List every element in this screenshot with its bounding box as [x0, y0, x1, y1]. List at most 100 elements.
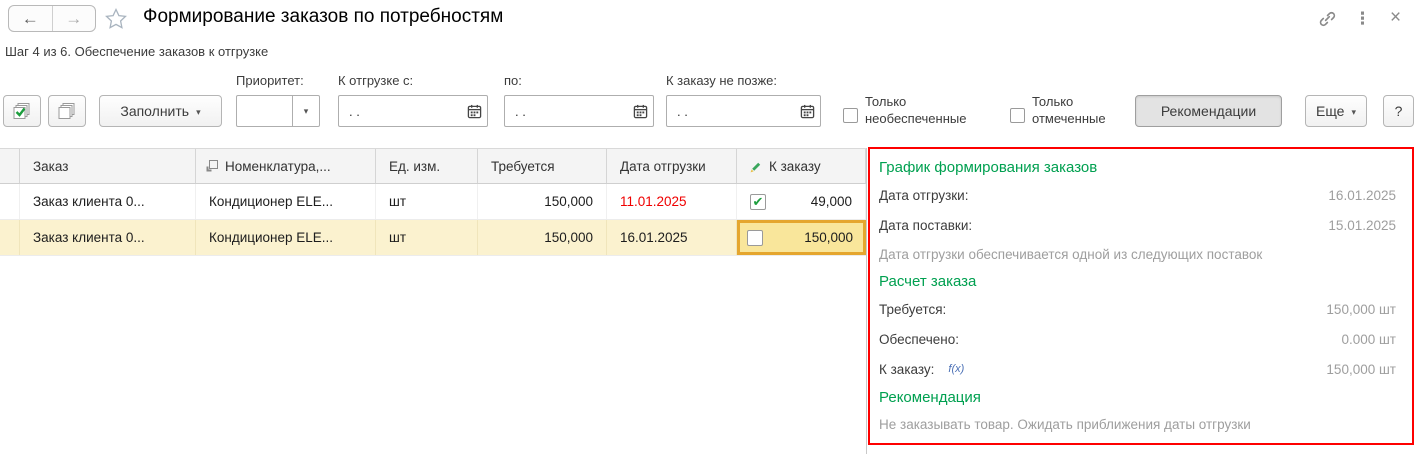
to-order-label: К заказу:	[879, 361, 935, 377]
uncheck-all-button[interactable]	[48, 95, 86, 127]
get-link-icon[interactable]	[1316, 8, 1338, 30]
row-selector-header	[0, 149, 20, 183]
formula-icon[interactable]: f(x)	[948, 363, 965, 375]
back-arrow-icon: ←	[21, 8, 39, 28]
fill-button[interactable]: Заполнить ▾	[99, 95, 222, 127]
table-header-row: Заказ Номенклатура,... Ед. изм. Требуетс…	[0, 148, 866, 184]
to-order-cell[interactable]: ✔ 49,000	[737, 184, 866, 219]
supply-date-value: 15.01.2025	[1328, 217, 1396, 233]
unit-cell[interactable]: шт	[376, 184, 478, 219]
calendar-icon[interactable]	[794, 104, 820, 119]
nav-button-group: ← →	[8, 5, 96, 32]
row-checkbox-unchecked[interactable]	[747, 229, 763, 246]
priority-label: Приоритет:	[236, 73, 304, 88]
only-marked-label[interactable]: Только отмеченные	[1032, 93, 1106, 127]
favorite-star-icon[interactable]	[103, 6, 129, 32]
required-cell[interactable]: 150,000	[478, 184, 607, 219]
uncheck-all-icon	[57, 101, 77, 121]
calendar-icon[interactable]	[461, 104, 487, 119]
required-label: Требуется:	[879, 301, 947, 317]
recommendation-panel: График формирования заказов Дата отгрузк…	[868, 147, 1414, 445]
item-cell[interactable]: Кондиционер ELE...	[196, 184, 376, 219]
open-reference-icon	[206, 160, 218, 172]
required-row: Требуется: 150,000 шт	[879, 294, 1396, 324]
fill-button-label: Заполнить	[120, 103, 190, 119]
forward-button[interactable]: →	[51, 6, 96, 31]
calendar-icon[interactable]	[627, 104, 653, 119]
only-unsecured-checkbox[interactable]	[843, 108, 858, 123]
ship-date-cell[interactable]: 11.01.2025	[607, 184, 737, 219]
to-order-panel-value: 150,000 шт	[1326, 361, 1396, 377]
calc-section-title: Расчет заказа	[879, 272, 977, 290]
check-all-icon	[12, 101, 32, 121]
ship-date-value: 16.01.2025	[1328, 187, 1396, 203]
ship-to-date-input[interactable]: . .	[504, 95, 654, 127]
table-panel-divider	[866, 148, 867, 454]
order-cell[interactable]: Заказ клиента 0...	[20, 220, 196, 255]
more-button[interactable]: Еще ▾	[1305, 95, 1367, 127]
recommendation-text: Не заказывать товар. Ожидать приближения…	[879, 416, 1251, 432]
secured-value: 0.000 шт	[1341, 331, 1396, 347]
column-header-unit[interactable]: Ед. изм.	[376, 149, 478, 183]
recommendations-button[interactable]: Рекомендации	[1135, 95, 1282, 127]
chevron-down-icon: ▾	[1351, 106, 1357, 117]
chevron-down-icon[interactable]: ▾	[292, 96, 319, 126]
ship-date-cell[interactable]: 16.01.2025	[607, 220, 737, 255]
row-selector[interactable]	[0, 184, 20, 219]
date-placeholder: . .	[677, 103, 688, 119]
page-title: Формирование заказов по потребностям	[143, 6, 504, 27]
table-row[interactable]: Заказ клиента 0... Кондиционер ELE... шт…	[0, 184, 866, 220]
help-button-label: ?	[1394, 103, 1403, 119]
more-menu-icon[interactable]: ⋮	[1354, 9, 1371, 28]
priority-select[interactable]: ▾	[236, 95, 320, 127]
chevron-down-icon: ▾	[196, 106, 201, 117]
schedule-note: Дата отгрузки обеспечивается одной из сл…	[879, 246, 1263, 262]
required-cell[interactable]: 150,000	[478, 220, 607, 255]
order-cell[interactable]: Заказ клиента 0...	[20, 184, 196, 219]
order-no-later-date-input[interactable]: . .	[666, 95, 821, 127]
secured-row: Обеспечено: 0.000 шт	[879, 324, 1396, 354]
help-button[interactable]: ?	[1383, 95, 1414, 127]
column-header-to-order[interactable]: К заказу	[737, 149, 866, 183]
to-label: по:	[504, 73, 522, 88]
only-unsecured-line2: необеспеченные	[865, 111, 967, 126]
column-header-order[interactable]: Заказ	[20, 149, 196, 183]
column-header-item[interactable]: Номенклатура,...	[196, 149, 376, 183]
recommendation-section-title: Рекомендация	[879, 388, 981, 406]
item-cell[interactable]: Кондиционер ELE...	[196, 220, 376, 255]
column-header-required[interactable]: Требуется	[478, 149, 607, 183]
to-order-cell-active[interactable]: 150,000	[737, 220, 866, 255]
unit-cell[interactable]: шт	[376, 220, 478, 255]
check-all-button[interactable]	[3, 95, 41, 127]
row-selector[interactable]	[0, 220, 20, 255]
ship-from-date-input[interactable]: . .	[338, 95, 488, 127]
recommendations-button-label: Рекомендации	[1160, 103, 1257, 119]
supply-date-label: Дата поставки:	[879, 217, 973, 233]
date-placeholder: . .	[515, 103, 526, 119]
back-button[interactable]: ←	[9, 6, 52, 31]
required-value: 150,000 шт	[1326, 301, 1396, 317]
pencil-icon	[747, 159, 762, 174]
only-marked-line2: отмеченные	[1032, 111, 1106, 126]
column-header-to-order-label: К заказу	[769, 158, 821, 174]
column-header-item-label: Номенклатура,...	[225, 158, 331, 174]
schedule-section-title: График формирования заказов	[879, 158, 1098, 176]
forward-arrow-icon: →	[65, 8, 83, 28]
column-header-ship-date[interactable]: Дата отгрузки	[607, 149, 737, 183]
more-button-label: Еще	[1315, 103, 1345, 119]
table-row-selected[interactable]: Заказ клиента 0... Кондиционер ELE... шт…	[0, 220, 866, 256]
ship-date-label: Дата отгрузки:	[879, 187, 969, 203]
only-marked-line1: Только	[1032, 94, 1074, 109]
wizard-step-label: Шаг 4 из 6. Обеспечение заказов к отгруз…	[5, 44, 269, 59]
close-icon[interactable]: ×	[1390, 7, 1402, 28]
only-unsecured-label[interactable]: Только необеспеченные	[865, 93, 966, 127]
date-placeholder: . .	[349, 103, 360, 119]
ship-from-label: К отгрузке с:	[338, 73, 414, 88]
to-order-value: 49,000	[810, 194, 852, 209]
to-order-row: К заказу: f(x) 150,000 шт	[879, 354, 1396, 384]
only-marked-checkbox[interactable]	[1010, 108, 1025, 123]
secured-label: Обеспечено:	[879, 331, 959, 347]
row-checkbox-checked[interactable]: ✔	[750, 193, 766, 210]
orders-table: Заказ Номенклатура,... Ед. изм. Требуетс…	[0, 148, 866, 256]
order-no-later-label: К заказу не позже:	[666, 73, 778, 88]
